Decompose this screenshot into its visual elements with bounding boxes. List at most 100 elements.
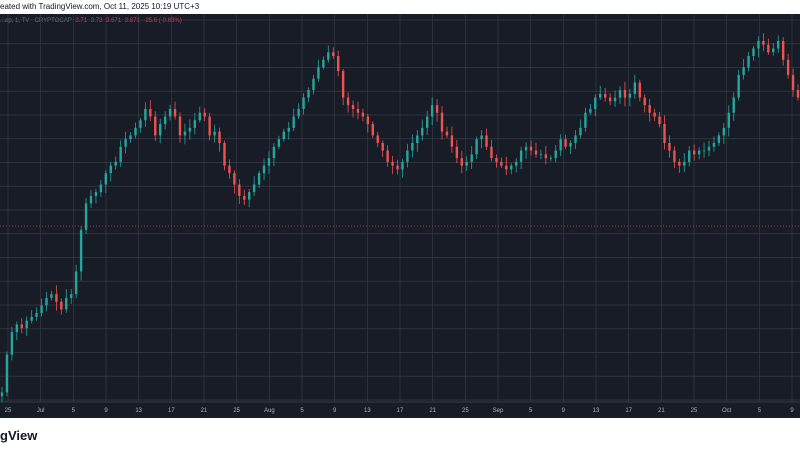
candle-body [678, 161, 681, 166]
candle-body [416, 135, 419, 143]
candle-body [752, 48, 755, 57]
candle-body [149, 108, 152, 117]
candle-body [781, 40, 785, 60]
candle-body [94, 192, 98, 196]
candle-body [406, 150, 409, 162]
candle-body [445, 131, 449, 136]
candle-body [589, 108, 592, 113]
candle-body [791, 74, 795, 91]
candle-body [0, 392, 4, 397]
candle-body [608, 97, 612, 102]
candle-body [228, 165, 231, 174]
x-tick-label: 5 [529, 408, 533, 414]
chart-area[interactable]: ...ap, 1, TV · CRYPTOCAP 3.71 3.73 3.671… [0, 14, 800, 418]
ohlc-legend: ...ap, 1, TV · CRYPTOCAP 3.71 3.73 3.671… [0, 16, 184, 26]
x-tick-label: 21 [658, 408, 665, 414]
candle-body [490, 146, 493, 159]
candle-body [351, 105, 355, 109]
chart-caption: eated with TradingView.com, Oct 11, 2025… [0, 2, 200, 11]
candle-body [70, 294, 73, 298]
candle-body [159, 124, 162, 136]
candle-body [668, 142, 671, 151]
candlestick-chart[interactable]: 25 Jul 5 9 13 17 21 25 Aug 5 9 13 17 21 25 Sep 5 9 13 17 21 2… [0, 14, 800, 418]
candle-body [262, 165, 266, 174]
candle-body [643, 97, 646, 106]
candle-body [356, 108, 360, 113]
x-tick-label: 13 [364, 408, 371, 414]
candle-body [74, 271, 78, 295]
candle-body [396, 165, 399, 170]
candle-body [579, 127, 582, 136]
candle-body [243, 195, 246, 200]
x-tick-label: 5 [758, 408, 762, 414]
brand-wordmark: gView [0, 428, 38, 443]
x-tick-label: 5 [72, 408, 76, 414]
candle-body [697, 150, 701, 155]
x-tick-label: 25 [691, 408, 698, 414]
x-tick-label: Aug [264, 408, 275, 414]
candle-body [633, 82, 637, 94]
candle-body [559, 139, 562, 151]
x-tick-label: 9 [333, 408, 337, 414]
candle-body [267, 158, 271, 166]
candle-body [475, 139, 478, 155]
candle-body [425, 116, 429, 128]
candle-body [50, 294, 53, 298]
candle-body [594, 97, 597, 109]
candle-body [796, 90, 800, 98]
candle-body [638, 82, 641, 98]
legend-symbol: ...ap, 1, TV · CRYPTOCAP [0, 18, 72, 24]
candle-body [327, 52, 330, 60]
candle-body [376, 135, 379, 143]
candle-body [564, 139, 567, 147]
legend-low: 3.671 [106, 18, 122, 24]
candle-body [430, 105, 434, 117]
candle-body [737, 74, 740, 98]
candle-body [248, 192, 251, 200]
candle-body [292, 116, 295, 128]
candle-body [223, 142, 226, 166]
candle-body [618, 90, 622, 98]
candle-body [653, 112, 656, 117]
candle-body [218, 131, 221, 143]
candle-body [297, 108, 300, 117]
candle-body [154, 116, 157, 136]
candle-body [188, 127, 192, 132]
candle-body [440, 112, 444, 132]
x-tick-label: 21 [429, 408, 436, 414]
candle-body [386, 150, 389, 162]
candle-body [124, 139, 127, 147]
candle-body [307, 90, 310, 98]
candle-body [514, 161, 518, 166]
candle-body [381, 142, 384, 151]
candle-body [435, 105, 439, 113]
x-tick-label: 5 [300, 408, 304, 414]
candle-body [702, 150, 706, 152]
candle-body [777, 40, 780, 49]
candle-body [519, 150, 523, 162]
legend-high: 3.73 [90, 18, 103, 24]
candle-body [470, 154, 473, 162]
candle-body [302, 97, 305, 109]
candle-body [183, 131, 187, 136]
candle-body [114, 161, 117, 166]
x-tick-label: Sep [493, 408, 504, 414]
candle-body [480, 135, 483, 140]
candle-body [282, 131, 286, 140]
x-tick-label: 21 [201, 408, 208, 414]
candle-body [168, 108, 172, 117]
candle-body [109, 165, 112, 174]
candle-body [539, 154, 543, 156]
candle-body [505, 165, 508, 170]
candle-body [238, 184, 241, 196]
candle-body [712, 142, 716, 147]
candle-body [129, 135, 132, 140]
candle-body [722, 127, 726, 136]
candle-body [104, 173, 108, 185]
candle-body [322, 59, 325, 68]
x-tick-label: 17 [168, 408, 175, 414]
candle-body [534, 150, 538, 155]
candle-body [495, 158, 498, 162]
candle-body [79, 229, 83, 272]
candle-body [574, 135, 577, 143]
